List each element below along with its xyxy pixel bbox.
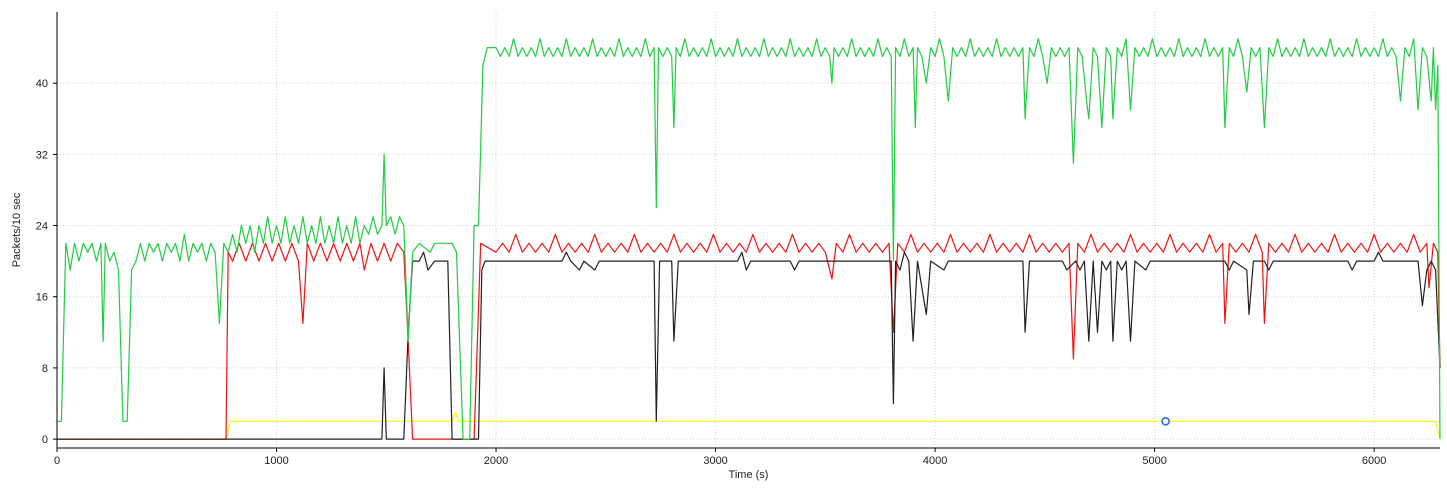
- x-tick-label-4: 4000: [923, 455, 947, 467]
- y-tick-label-4: 32: [36, 149, 48, 161]
- series-line-0: [57, 411, 1441, 440]
- selection-marker[interactable]: [1161, 417, 1170, 426]
- x-tick-label-3: 3000: [703, 455, 727, 467]
- x-tick-label-2: 2000: [484, 455, 508, 467]
- y-tick-label-3: 24: [36, 221, 48, 233]
- x-axis-label: Time (s): [729, 469, 769, 481]
- series-line-3: [57, 38, 1441, 440]
- y-axis-label: Packets/10 sec: [11, 192, 23, 267]
- grid: [56, 12, 1440, 448]
- x-tick-label-6: 6000: [1362, 455, 1386, 467]
- axes: 0 1000 2000 3000 4000 5000 6000 0 8 16 24 32 40: [36, 12, 1440, 467]
- y-tick-label-0: 0: [42, 434, 48, 446]
- y-tick-label-5: 40: [36, 78, 48, 90]
- x-tick-label-1: 1000: [264, 455, 288, 467]
- series-line-2: [57, 251, 1441, 440]
- y-tick-label-1: 8: [42, 363, 48, 375]
- series-layer: [57, 38, 1441, 440]
- x-tick-label-5: 5000: [1142, 455, 1166, 467]
- x-tick-label-0: 0: [54, 455, 60, 467]
- y-tick-label-2: 16: [36, 292, 48, 304]
